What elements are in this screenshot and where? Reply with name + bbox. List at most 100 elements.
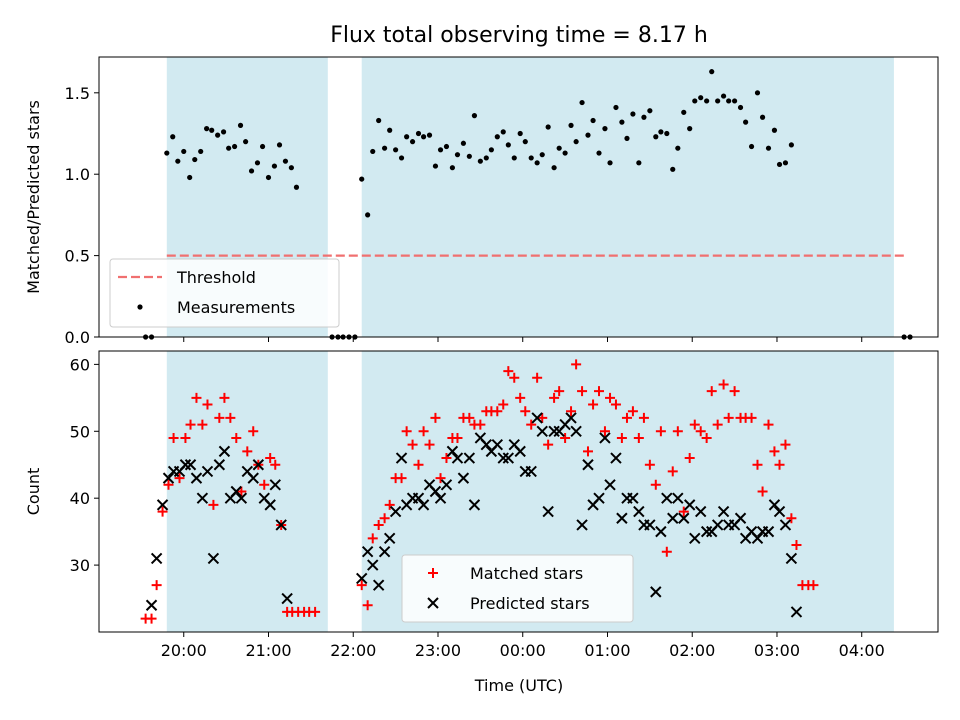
y-tick-label: 1.5: [65, 84, 90, 103]
measurement-point: [415, 130, 422, 137]
measurement-point: [619, 119, 625, 125]
matched-star-point: [236, 486, 247, 497]
predicted-star-point: [689, 532, 701, 545]
measurement-point: [271, 163, 278, 169]
measurement-point: [215, 132, 221, 138]
matched-star-point: [791, 540, 802, 551]
measurement-point: [562, 150, 568, 156]
measurement-point: [754, 90, 761, 96]
predicted-star-point: [468, 499, 481, 511]
matched-star-point: [701, 432, 712, 443]
matched-star-point: [638, 412, 649, 423]
matched-star-point: [464, 412, 475, 423]
predicted-star-point: [378, 546, 391, 558]
matched-star-point: [208, 499, 219, 510]
matched-star-point: [157, 506, 168, 517]
predicted-star-point: [711, 519, 724, 531]
measurement-point: [282, 158, 289, 164]
predicted-star-point: [514, 445, 526, 458]
measurement-point: [204, 126, 210, 132]
y-axis-label-1: Matched/Predicted stars: [24, 100, 43, 294]
matched-star-point: [757, 486, 768, 497]
measurement-point: [376, 117, 382, 124]
predicted-star-point: [497, 452, 509, 464]
measurement-point: [692, 98, 698, 104]
predicted-star-point: [762, 525, 775, 538]
matched-star-point: [763, 419, 774, 430]
measurement-point: [737, 104, 744, 111]
measurement-point: [522, 139, 528, 145]
measurement-point: [426, 132, 433, 138]
y-tick-label: 30: [70, 556, 90, 575]
measurement-point: [175, 158, 181, 164]
predicted-star-point: [269, 479, 281, 491]
predicted-star-point: [531, 412, 543, 424]
measurement-point: [590, 117, 596, 124]
predicted-star-point: [773, 505, 786, 518]
predicted-star-point: [252, 459, 265, 471]
predicted-star-point: [184, 459, 197, 471]
measurement-point: [370, 148, 376, 155]
matched-star-point: [168, 432, 179, 443]
matched-star-point: [718, 379, 729, 390]
predicted-star-point: [785, 552, 798, 565]
predicted-star-point: [644, 519, 656, 531]
matched-star-point: [367, 533, 378, 544]
matched-star-point: [492, 406, 503, 417]
measurement-point: [265, 174, 272, 181]
matched-star-point: [808, 580, 819, 591]
matched-star-point: [616, 432, 627, 443]
matched-star-point: [424, 439, 435, 450]
predicted-star-point: [683, 499, 696, 511]
predicted-star-point: [281, 592, 293, 605]
predicted-star-point: [672, 492, 684, 504]
measurement-point: [613, 104, 619, 111]
predicted-star-point: [480, 438, 493, 451]
predicted-star-point: [633, 505, 645, 518]
matched-star-point: [146, 613, 157, 624]
measurement-point: [556, 145, 562, 151]
measurement-point: [771, 127, 778, 133]
matched-star-point: [219, 392, 230, 403]
predicted-star-point: [372, 579, 385, 591]
matched-star-point: [678, 506, 689, 517]
matched-star-point: [549, 392, 560, 403]
predicted-star-point: [434, 492, 447, 504]
chart-title: Flux total observing time = 8.17 h: [330, 23, 708, 48]
y-tick-label: 1.0: [65, 165, 90, 184]
predicted-star-point: [196, 492, 209, 504]
matched-star-point: [723, 412, 734, 423]
predicted-star-point: [218, 445, 231, 458]
y-tick-label: 50: [70, 422, 90, 441]
measurement-point: [259, 143, 266, 150]
measurement-point: [681, 109, 687, 115]
measurement-point: [782, 160, 789, 166]
matched-star-point: [515, 392, 526, 403]
matched-star-point: [729, 386, 740, 397]
legend-predicted-swatch: [427, 597, 439, 609]
measurement-point: [687, 126, 693, 132]
matched-star-point: [594, 386, 605, 397]
predicted-star-point: [502, 452, 515, 464]
legend-measurement-swatch: [137, 304, 143, 310]
matched-star-point: [191, 392, 202, 403]
predicted-star-point: [678, 512, 690, 524]
predicted-star-point: [179, 459, 192, 471]
measurement-point: [579, 99, 585, 106]
matched-star-point: [418, 426, 429, 437]
matched-star-point: [644, 459, 655, 470]
matched-star-point: [214, 412, 225, 423]
predicted-star-point: [275, 519, 287, 531]
matched-star-point: [310, 606, 321, 617]
matched-star-point: [407, 439, 418, 450]
measurement-point: [545, 124, 551, 130]
measurement-point: [170, 134, 176, 140]
predicted-star-point: [610, 452, 622, 464]
predicted-star-point: [650, 586, 662, 598]
matched-star-point: [270, 459, 281, 470]
predicted-star-point: [548, 425, 560, 437]
measurement-point: [220, 129, 227, 135]
predicted-star-point: [150, 552, 163, 565]
y-axis-label-2: Count: [24, 468, 43, 516]
predicted-star-point: [667, 512, 679, 524]
